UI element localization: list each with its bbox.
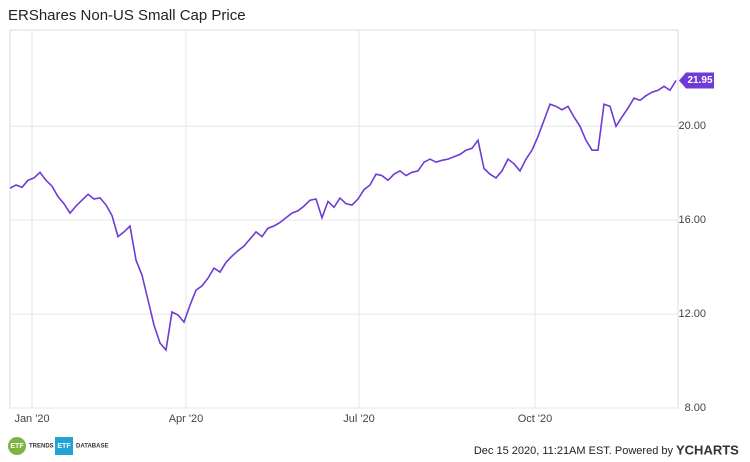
logo1-icon [8, 437, 26, 455]
y-tick-label: 12.00 [678, 308, 706, 320]
price-line [9, 80, 677, 352]
brand: YCHARTS [676, 442, 739, 457]
x-tick-label: Jan '20 [14, 413, 49, 425]
timestamp: Dec 15 2020, 11:21AM EST. Powered by [474, 445, 674, 457]
x-tick-label: Jul '20 [343, 413, 374, 425]
last-value-label: 21.95 [687, 75, 712, 86]
footer: ETF TRENDS ETF DATABASE Dec 15 2020, 11:… [8, 437, 739, 457]
logo2-icon [55, 437, 73, 455]
logo2-text: DATABASE [76, 444, 108, 450]
logo1: ETF [10, 443, 24, 450]
chart-title: ERShares Non-US Small Cap Price [8, 7, 246, 24]
logo1-text: TRENDS [29, 444, 54, 450]
x-tick-label: Apr '20 [169, 413, 204, 425]
logo2: ETF [57, 443, 71, 450]
y-tick-label: 8.00 [685, 402, 706, 414]
x-tick-label: Oct '20 [518, 413, 553, 425]
y-tick-label: 20.00 [678, 120, 706, 132]
last-value-tag [679, 72, 714, 89]
y-tick-label: 16.00 [678, 214, 706, 226]
